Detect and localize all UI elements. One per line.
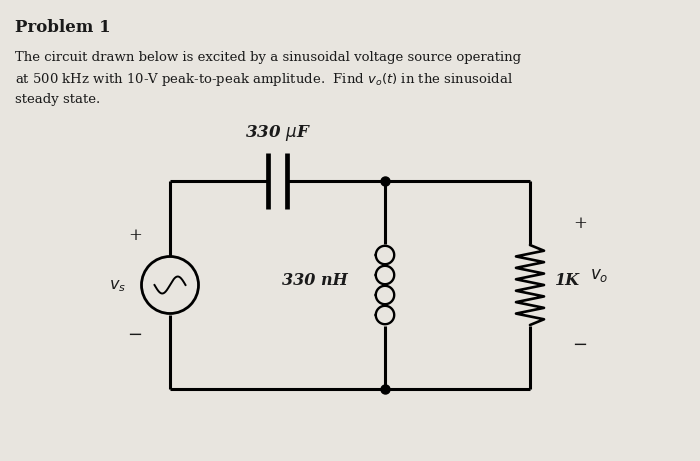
Text: 1K: 1K <box>555 272 580 289</box>
Text: +: + <box>128 226 142 243</box>
Text: $v_s$: $v_s$ <box>109 277 127 294</box>
Text: 330 nH: 330 nH <box>282 272 348 289</box>
Text: −: − <box>127 326 143 344</box>
Text: 330 $\mu$F: 330 $\mu$F <box>244 123 310 143</box>
Text: $v_o$: $v_o$ <box>590 266 608 284</box>
Text: −: − <box>573 336 587 354</box>
Text: Problem 1: Problem 1 <box>15 19 111 36</box>
Text: The circuit drawn below is excited by a sinusoidal voltage source operating
at 5: The circuit drawn below is excited by a … <box>15 51 521 106</box>
Circle shape <box>141 256 199 313</box>
Text: +: + <box>573 214 587 231</box>
